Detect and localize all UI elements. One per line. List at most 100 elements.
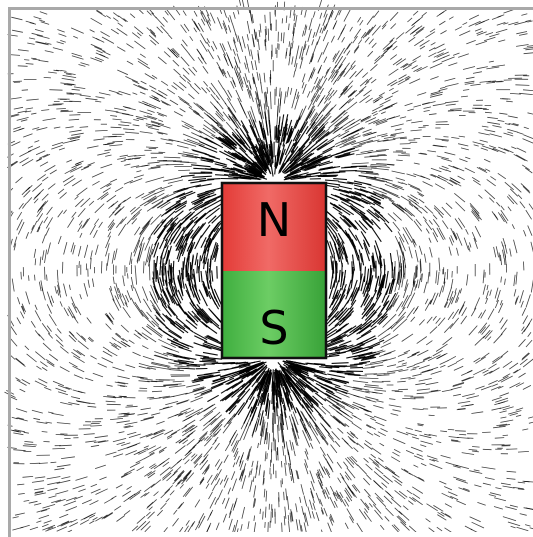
iron-filing [36, 158, 42, 161]
iron-filing [36, 151, 45, 155]
iron-filing [382, 305, 392, 318]
iron-filing [462, 377, 474, 382]
iron-filing [320, 95, 325, 103]
iron-filing [436, 270, 437, 283]
iron-filing [508, 207, 511, 211]
iron-filing [482, 467, 496, 469]
iron-filing [60, 111, 73, 112]
iron-filing [63, 176, 74, 183]
iron-filing [465, 157, 470, 159]
iron-filing [441, 158, 451, 161]
iron-filing [331, 445, 337, 453]
iron-filing [57, 522, 68, 527]
iron-filing [42, 367, 47, 370]
iron-filing [207, 395, 218, 401]
iron-filing [375, 493, 384, 502]
iron-filing [450, 109, 462, 110]
iron-filing [117, 47, 125, 52]
iron-filing [247, 34, 248, 40]
iron-filing [75, 196, 79, 199]
iron-filing [516, 383, 524, 387]
iron-filing [323, 30, 328, 41]
iron-filing [378, 432, 386, 436]
iron-filing [374, 471, 380, 476]
iron-filing [130, 463, 140, 468]
iron-filing [411, 369, 417, 371]
iron-filing [193, 441, 201, 448]
iron-filing [477, 32, 487, 36]
iron-filing [58, 211, 63, 218]
iron-filing [154, 286, 159, 300]
iron-filing [494, 498, 506, 501]
iron-filing [13, 127, 21, 130]
iron-filing [105, 110, 118, 112]
iron-filing [514, 275, 515, 286]
iron-filing [391, 132, 404, 134]
iron-filing [217, 17, 222, 29]
iron-filing [442, 166, 449, 169]
iron-filing [150, 140, 155, 141]
iron-filing [186, 430, 195, 437]
iron-filing [185, 420, 196, 427]
iron-filing [115, 209, 122, 215]
iron-filing [492, 65, 505, 67]
iron-filing [352, 65, 356, 70]
iron-filing [527, 319, 533, 328]
iron-filing [28, 146, 33, 148]
iron-filing [354, 47, 359, 53]
iron-filing [521, 14, 527, 16]
iron-filing [398, 79, 403, 82]
iron-filing [87, 146, 99, 148]
iron-filing [217, 101, 223, 109]
iron-filing [74, 87, 85, 89]
iron-filing [195, 391, 212, 398]
iron-filing [164, 52, 170, 58]
iron-filing [110, 179, 117, 182]
iron-filing [281, 461, 282, 467]
iron-filing [174, 112, 183, 117]
iron-filing [425, 206, 433, 214]
iron-filing [363, 129, 372, 132]
iron-filing [48, 243, 51, 255]
iron-filing [350, 439, 355, 444]
iron-filing [470, 517, 481, 522]
iron-filing [26, 232, 29, 239]
iron-filing [521, 183, 530, 191]
iron-filing [406, 428, 413, 430]
iron-filing [482, 126, 489, 127]
iron-filing [116, 219, 123, 228]
iron-filing [302, 74, 305, 83]
iron-filing [310, 500, 313, 510]
iron-filing [245, 56, 247, 65]
iron-filing [354, 448, 359, 452]
iron-filing [34, 488, 44, 490]
iron-filing [163, 473, 172, 480]
iron-filing [469, 471, 482, 474]
iron-filing [140, 92, 145, 94]
iron-filing [417, 337, 427, 344]
iron-filing [444, 324, 453, 333]
iron-filing [109, 212, 114, 218]
iron-filing [277, 106, 278, 124]
iron-filing [325, 180, 339, 181]
iron-filing [16, 177, 23, 183]
iron-filing [26, 99, 38, 100]
iron-filing [144, 453, 155, 459]
iron-filing [430, 293, 435, 305]
iron-filing [254, 522, 256, 532]
iron-filing [409, 378, 416, 379]
iron-filing [405, 103, 413, 106]
iron-filing [347, 509, 354, 521]
iron-filing [335, 441, 340, 447]
iron-filing [475, 29, 481, 32]
iron-filing [440, 31, 446, 35]
iron-filing [271, 164, 273, 177]
iron-filing [79, 221, 82, 226]
iron-filing [27, 43, 34, 44]
iron-filing [29, 501, 38, 503]
iron-filing [430, 63, 442, 68]
iron-filing [57, 465, 71, 467]
iron-filing [112, 367, 124, 371]
iron-filing [522, 429, 528, 430]
iron-filing [406, 214, 413, 221]
